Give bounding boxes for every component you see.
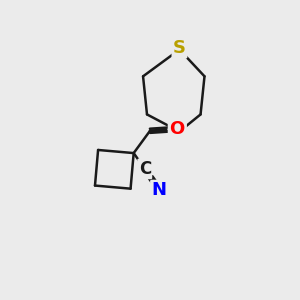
Text: N: N xyxy=(152,181,166,199)
Text: N: N xyxy=(170,121,185,139)
Text: O: O xyxy=(169,120,184,138)
Text: C: C xyxy=(139,160,151,178)
Text: S: S xyxy=(173,39,186,57)
